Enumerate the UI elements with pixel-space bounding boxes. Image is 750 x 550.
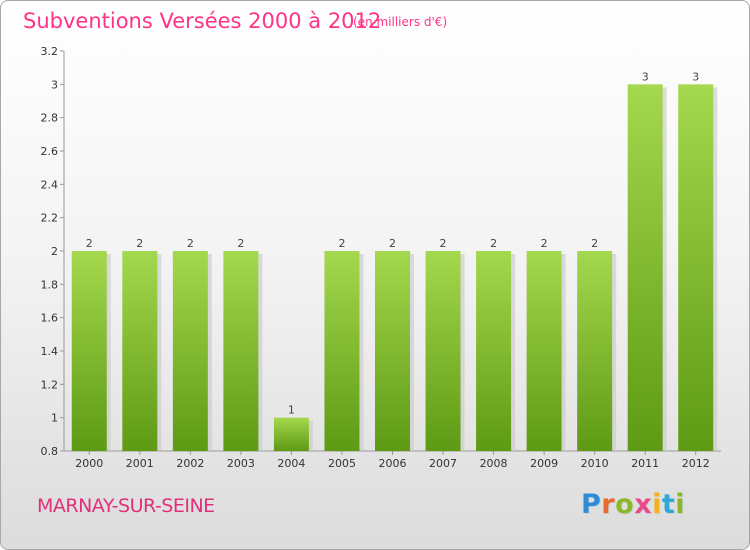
bar-2005 (324, 251, 360, 451)
x-tick-label: 2012 (682, 457, 710, 470)
x-tick-label: 2000 (75, 457, 103, 470)
bar-2003 (223, 251, 259, 451)
data-label-2011: 3 (642, 70, 649, 83)
bar-2010 (577, 251, 613, 451)
y-tick-label: 1.8 (41, 278, 59, 291)
proxiti-logo: Proxiti (581, 489, 685, 520)
data-label-2005: 2 (338, 237, 345, 250)
chart-title: Subventions Versées 2000 à 2012 (23, 9, 382, 33)
y-tick-label: 1.4 (41, 345, 59, 358)
x-tick-label: 2008 (480, 457, 508, 470)
bar-2006 (375, 251, 410, 451)
x-tick-label: 2004 (277, 457, 305, 470)
x-tick-label: 2010 (581, 457, 609, 470)
bar-2004 (273, 417, 309, 451)
data-label-2006: 2 (389, 237, 396, 250)
data-label-2004: 1 (288, 404, 295, 417)
y-tick-label: 3 (51, 78, 58, 91)
x-tick-label: 2001 (126, 457, 154, 470)
data-label-2010: 2 (591, 237, 598, 250)
data-label-2008: 2 (490, 237, 497, 250)
data-label-2009: 2 (541, 237, 548, 250)
x-tick-label: 2011 (631, 457, 659, 470)
logo-letter: i (675, 489, 686, 520)
bar-2011 (627, 84, 663, 451)
logo-letter: o (615, 489, 635, 520)
y-tick-label: 2 (51, 245, 58, 258)
bar-2008 (476, 251, 512, 451)
x-tick-label: 2009 (530, 457, 558, 470)
logo-letter: r (601, 489, 616, 520)
bar-2007 (425, 251, 461, 451)
x-tick-label: 2007 (429, 457, 457, 470)
data-label-2012: 3 (692, 70, 699, 83)
data-label-2000: 2 (86, 237, 93, 250)
y-tick-label: 2.6 (41, 145, 59, 158)
chart-bars: 2 2 2 2 1 2 2 2 2 2 2 3 3 (71, 70, 718, 451)
data-label-2002: 2 (187, 237, 194, 250)
data-label-2003: 2 (237, 237, 244, 250)
y-tick-label: 1.6 (41, 312, 59, 325)
logo-letter: P (581, 489, 602, 520)
chart-subtitle: (en milliers d'€) (353, 15, 448, 29)
y-tick-label: 0.8 (41, 445, 59, 458)
y-tick-label: 2.4 (41, 178, 59, 191)
commune-name: MARNAY-SUR-SEINE (37, 495, 215, 517)
x-tick-label: 2002 (176, 457, 204, 470)
y-tick-label: 1 (51, 412, 58, 425)
bar-2002 (172, 251, 208, 451)
x-tick-label: 2006 (379, 457, 407, 470)
logo-letter: t (661, 489, 676, 520)
data-label-2007: 2 (440, 237, 447, 250)
bar-2000 (71, 251, 107, 451)
y-tick-label: 1.2 (41, 378, 59, 391)
logo-letter: x (634, 489, 653, 520)
bar-2009 (526, 251, 562, 451)
bar-2001 (122, 251, 158, 451)
bar-2012 (678, 84, 714, 451)
y-tick-label: 2.2 (41, 212, 59, 225)
y-tick-label: 2.8 (41, 112, 59, 125)
chart-axes: 0.8 1 1.2 1.4 1.6 1.8 2 2.2 2.4 2.6 2.8 3 3.2 2000 200… (41, 45, 721, 470)
data-label-2001: 2 (136, 237, 143, 250)
x-tick-label: 2003 (227, 457, 255, 470)
logo-letter: i (652, 489, 662, 520)
x-tick-label: 2005 (328, 457, 356, 470)
y-tick-label: 3.2 (41, 45, 59, 58)
